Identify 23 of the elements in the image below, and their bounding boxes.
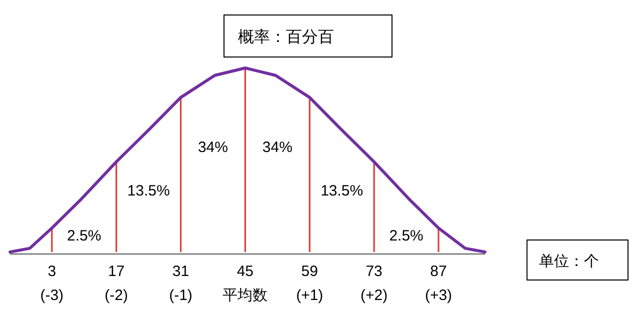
chart-title: 概率：百分百 xyxy=(238,28,334,46)
annotation: 34% xyxy=(198,138,228,156)
annotation: 13.5% xyxy=(320,182,364,200)
text: 平均数 xyxy=(222,287,268,304)
x-tick-label: 87 xyxy=(430,263,447,280)
annotation: 单位：个 xyxy=(526,240,628,280)
x-tick-label: 17 xyxy=(108,263,125,280)
annotation: 2.5% xyxy=(67,228,102,245)
text: (-1) xyxy=(169,287,192,304)
text: (-2) xyxy=(104,287,128,304)
text: (-3) xyxy=(40,287,64,304)
x-tick-label: 73 xyxy=(366,263,382,280)
x-tick-label: 59 xyxy=(301,263,318,280)
annotation: 2.5% xyxy=(389,228,424,245)
annotation: 13.5% xyxy=(127,182,170,200)
x-tick-label: 3 xyxy=(48,263,56,280)
text: (+3) xyxy=(424,287,452,304)
text: (+2) xyxy=(360,287,388,304)
title: 概率：百分百 xyxy=(224,14,392,58)
x-tick-label: 45 xyxy=(236,263,254,280)
annotation: 34% xyxy=(262,138,292,156)
x-tick-label: 31 xyxy=(172,263,190,280)
text: (+1) xyxy=(296,287,324,304)
